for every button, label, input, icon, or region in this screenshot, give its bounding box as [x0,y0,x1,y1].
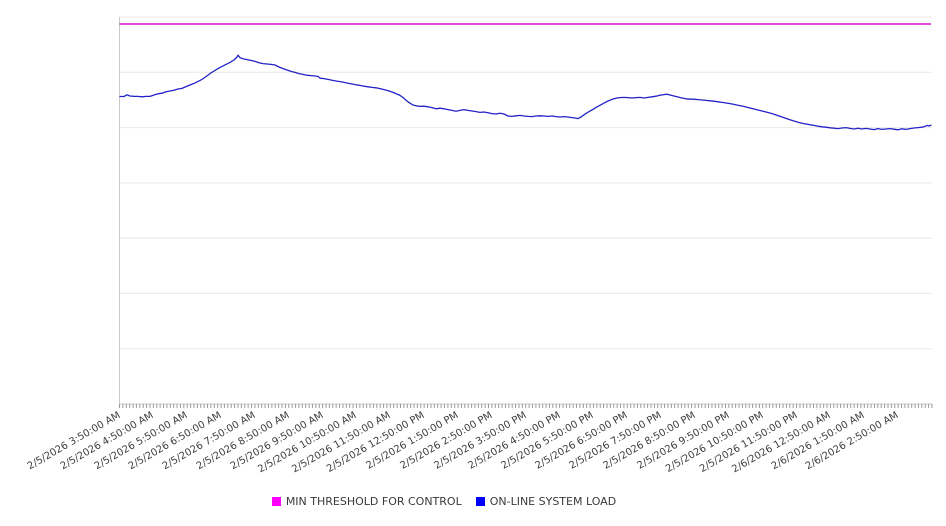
legend-item-load: ON-LINE SYSTEM LOAD [475,495,617,508]
threshold-legend-swatch-icon [271,497,281,506]
legend: MIN THRESHOLD FOR CONTROL ON-LINE SYSTEM… [0,495,917,508]
threshold-legend-label: MIN THRESHOLD FOR CONTROL [285,495,462,508]
legend-item-threshold: MIN THRESHOLD FOR CONTROL [271,495,462,508]
load-legend-label: ON-LINE SYSTEM LOAD [489,495,617,508]
load-legend-swatch-icon [475,497,485,506]
online-system-load-line [119,54,932,131]
